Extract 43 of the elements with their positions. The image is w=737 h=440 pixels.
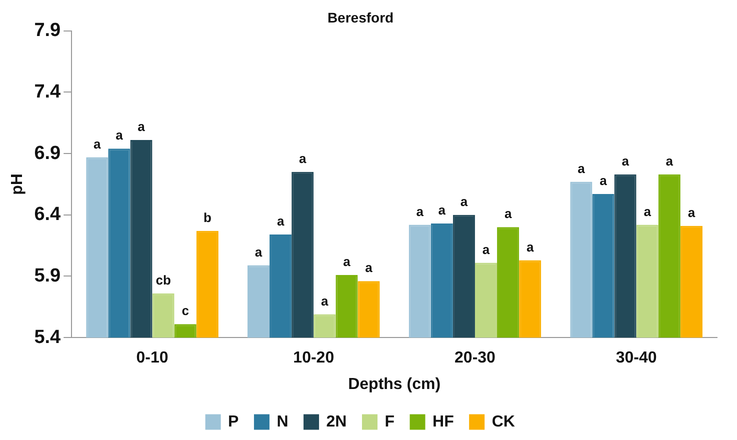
legend-label: P <box>228 413 240 430</box>
x-tick-label: 30-40 <box>616 350 657 367</box>
data-label: a <box>276 214 285 229</box>
x-tick-label: 10-20 <box>293 350 334 367</box>
x-tick-label: 20-30 <box>454 350 496 367</box>
y-tick-label: 6.9 <box>34 142 61 164</box>
chart-title: Beresford <box>327 9 394 26</box>
data-label: a <box>116 128 124 143</box>
y-tick-label: 5.9 <box>34 265 61 286</box>
data-label: c <box>182 303 189 318</box>
data-label: a <box>578 160 586 176</box>
data-label: a <box>298 151 307 166</box>
data-label: a <box>343 254 352 270</box>
y-axis-title: pH <box>9 174 26 195</box>
data-label: a <box>504 206 512 222</box>
y-tick-label: 7.9 <box>34 20 61 42</box>
data-label: a <box>460 194 468 209</box>
data-label: a <box>482 242 490 257</box>
data-label: a <box>622 153 630 168</box>
data-label: a <box>254 244 263 260</box>
data-label: a <box>94 136 102 152</box>
data-label: a <box>321 293 330 308</box>
data-label: a <box>526 239 534 254</box>
data-label: a <box>416 204 424 219</box>
data-label: a <box>138 119 146 134</box>
legend-label: HF <box>432 413 454 430</box>
data-label: a <box>644 204 652 219</box>
y-tick-label: 6.4 <box>34 204 62 226</box>
y-tick-label: 5.4 <box>34 326 62 348</box>
data-label: cb <box>156 272 171 288</box>
data-label: a <box>688 205 696 220</box>
x-axis-title: Depths (cm) <box>348 376 441 393</box>
data-label: a <box>666 153 674 168</box>
legend-label: N <box>276 413 288 430</box>
y-tick-label: 7.4 <box>34 81 62 102</box>
data-label: a <box>600 173 608 188</box>
data-label: a <box>365 260 374 276</box>
legend-label: F <box>384 413 395 430</box>
legend-label: CK <box>492 413 516 430</box>
x-tick-label: 0-10 <box>136 350 168 367</box>
data-label: a <box>438 202 446 218</box>
legend-label: 2N <box>326 413 347 430</box>
data-label: b <box>203 210 212 225</box>
